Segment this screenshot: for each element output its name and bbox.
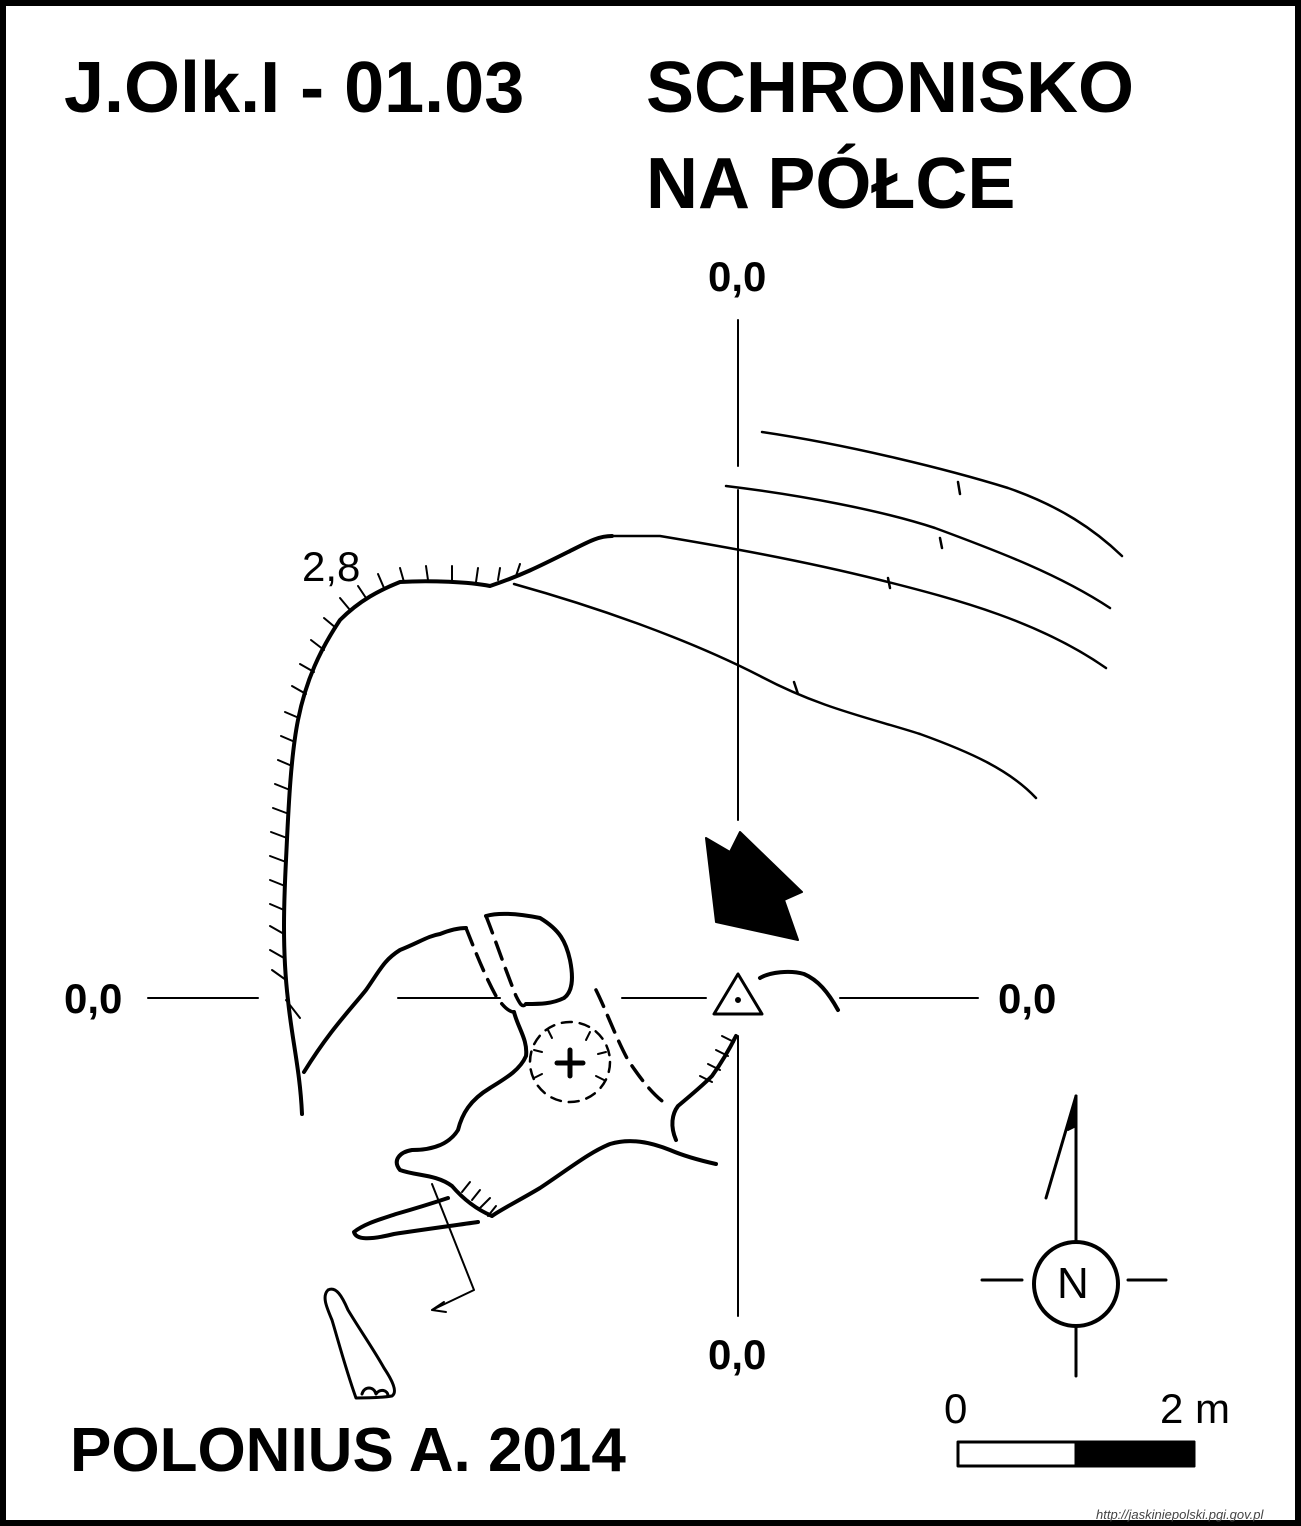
cave-name-line1: SCHRONISKO [646, 48, 1135, 128]
author-credit: POLONIUS A. 2014 [70, 1416, 626, 1485]
coord-bottom: 0,0 [708, 1331, 767, 1378]
rock-ledges [512, 430, 1124, 800]
rock-block [323, 1287, 396, 1400]
dashed-edges [464, 914, 668, 1106]
overhang-hachures [269, 563, 521, 1019]
slope-arrow-icon [431, 1183, 475, 1313]
north-arrow-icon [980, 1094, 1168, 1378]
pit-symbol-icon [528, 1020, 612, 1104]
survey-station-icon [712, 972, 764, 1016]
wall-hachures [461, 1035, 735, 1217]
scale-end-label: 2 m [1160, 1385, 1231, 1432]
depth-label: 2,8 [302, 543, 361, 590]
scale-bar [956, 1440, 1196, 1468]
scale-start-label: 0 [944, 1385, 968, 1432]
survey-axes [147, 319, 979, 1317]
cave-walls [302, 911, 840, 1241]
coord-left: 0,0 [64, 975, 123, 1022]
compass-letter: N [1057, 1259, 1089, 1308]
cave-code: J.Olk.I - 01.03 [64, 48, 525, 128]
source-url[interactable]: http://jaskiniepolski.pgi.gov.pl [1096, 1507, 1264, 1522]
cave-name-line2: NA PÓŁCE [646, 144, 1016, 224]
coord-right: 0,0 [998, 975, 1057, 1022]
coord-top: 0,0 [708, 253, 767, 300]
entrance-arrow-icon [705, 831, 803, 941]
